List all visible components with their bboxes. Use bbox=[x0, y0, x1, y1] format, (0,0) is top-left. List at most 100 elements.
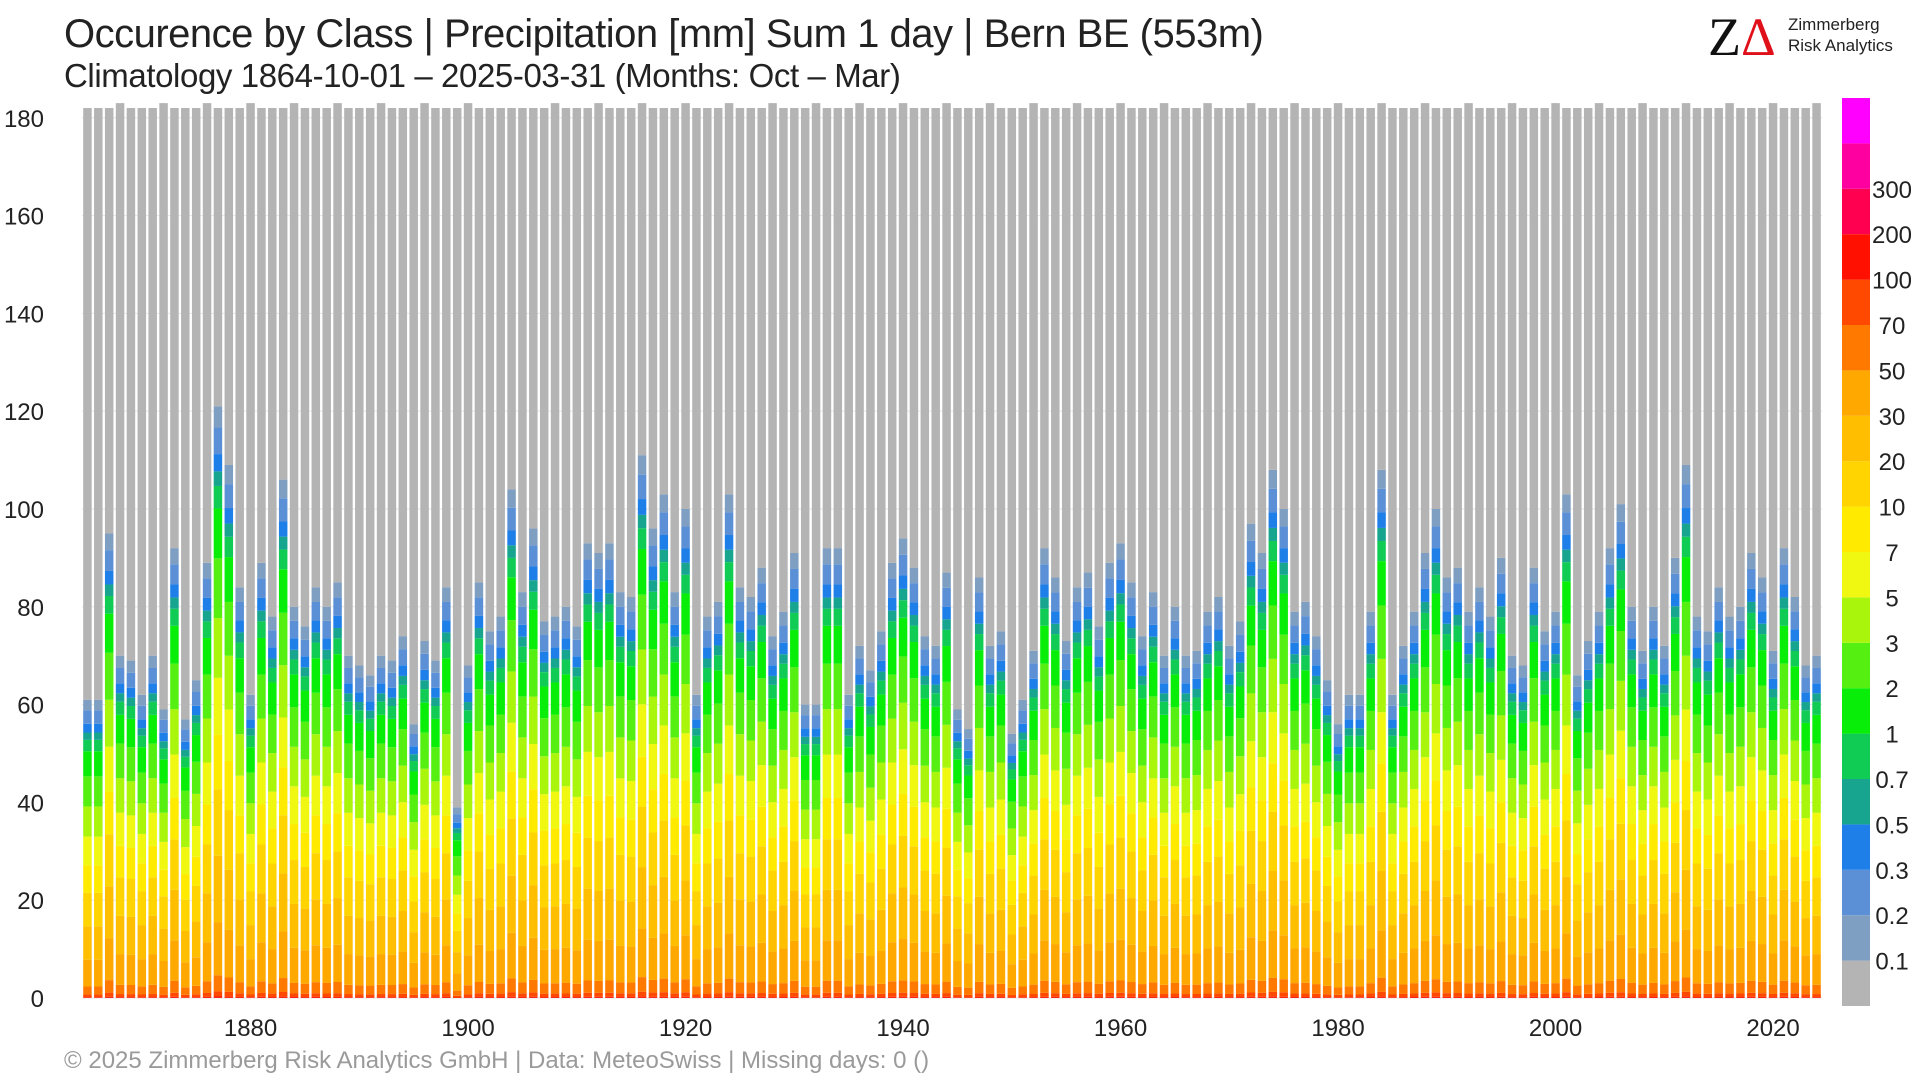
bar-1901-segment-11 bbox=[474, 731, 484, 774]
bar-1997-segment-3 bbox=[1518, 997, 1528, 998]
bar-1983-segment-5 bbox=[1366, 983, 1375, 994]
bar-1989-segment-6 bbox=[1431, 935, 1441, 980]
bar-1907-segment-7 bbox=[539, 907, 549, 950]
bar-2000-segment-17 bbox=[1551, 625, 1560, 643]
bar-2018-segment-14 bbox=[1747, 612, 1756, 630]
bar-1870-segment-9 bbox=[137, 863, 147, 892]
bar-1889-segment-11 bbox=[344, 778, 353, 813]
bar-1968-segment-9 bbox=[1203, 826, 1212, 862]
bar-2011-segment-10 bbox=[1670, 759, 1680, 803]
bar-1918-segment-15 bbox=[659, 549, 669, 563]
bar-1969-segment-6 bbox=[1214, 946, 1223, 983]
bar-1947-segment-18 bbox=[974, 577, 984, 593]
bar-1902-segment-8 bbox=[485, 868, 495, 910]
bar-1918-segment-11 bbox=[659, 674, 669, 726]
bar-1880-segment-7 bbox=[246, 925, 255, 960]
bar-1960-segment-17 bbox=[1116, 559, 1125, 580]
bar-1976-dry bbox=[1290, 103, 1299, 612]
y-tick-label: 160 bbox=[4, 204, 44, 231]
bar-1930-segment-16 bbox=[790, 588, 799, 602]
bar-1866-segment-5 bbox=[94, 986, 103, 995]
bar-2023-segment-13 bbox=[1801, 722, 1810, 751]
bar-1941-segment-4 bbox=[909, 993, 919, 997]
bar-1926-segment-5 bbox=[746, 982, 756, 994]
bar-1988-segment-12 bbox=[1420, 667, 1430, 713]
bar-2003-segment-13 bbox=[1583, 702, 1593, 733]
bar-2022-segment-18 bbox=[1790, 597, 1800, 612]
bar-2008-segment-6 bbox=[1638, 953, 1647, 985]
bar-1876-segment-7 bbox=[202, 893, 212, 943]
bar-1905-segment-11 bbox=[518, 737, 527, 779]
bar-1947-segment-8 bbox=[974, 849, 984, 897]
bar-1972-segment-13 bbox=[1246, 605, 1256, 646]
bar-1907-segment-16 bbox=[539, 651, 549, 663]
bar-1872-segment-17 bbox=[159, 719, 168, 733]
bar-1937-segment-7 bbox=[866, 919, 875, 956]
bar-2007-segment-13 bbox=[1627, 674, 1636, 708]
bar-1877-segment-8 bbox=[213, 789, 223, 856]
bar-1954-segment-5 bbox=[1051, 981, 1060, 994]
bar-1923-segment-7 bbox=[713, 902, 723, 948]
bar-2001-segment-14 bbox=[1562, 562, 1571, 582]
bar-1942-segment-4 bbox=[920, 993, 930, 998]
bar-2003-segment-10 bbox=[1583, 804, 1593, 840]
bar-1866 bbox=[94, 108, 103, 998]
bar-1910-segment-18 bbox=[572, 626, 582, 640]
bar-2023-segment-3 bbox=[1801, 997, 1810, 998]
bar-2020-segment-16 bbox=[1768, 678, 1778, 689]
bar-1886-segment-10 bbox=[311, 775, 321, 816]
bar-1961-segment-6 bbox=[1127, 944, 1136, 983]
colorbar-swatch-0 bbox=[1842, 960, 1870, 1006]
bar-1979 bbox=[1322, 108, 1332, 998]
bar-1915-segment-10 bbox=[626, 781, 636, 820]
bar-1960-segment-12 bbox=[1116, 660, 1125, 706]
bar-1879-segment-9 bbox=[235, 815, 244, 854]
bar-1996 bbox=[1507, 103, 1517, 998]
bar-1909-segment-16 bbox=[561, 638, 571, 650]
bar-1953-segment-6 bbox=[1040, 940, 1049, 981]
bar-1955 bbox=[1061, 108, 1071, 998]
bar-1975-segment-6 bbox=[1279, 935, 1288, 980]
bar-1885-segment-18 bbox=[300, 626, 310, 640]
bar-1928-segment-3 bbox=[768, 997, 777, 998]
bar-1955-segment-18 bbox=[1061, 641, 1071, 654]
bar-1899 bbox=[452, 108, 462, 998]
bar-1917-segment-6 bbox=[648, 937, 658, 980]
bar-1973 bbox=[1257, 108, 1267, 998]
bar-2017-dry bbox=[1736, 108, 1745, 607]
bar-2009-segment-10 bbox=[1649, 786, 1658, 825]
bar-1997-segment-9 bbox=[1518, 850, 1528, 881]
bar-1940-segment-16 bbox=[898, 575, 908, 589]
bar-1984-segment-15 bbox=[1377, 527, 1386, 541]
bar-1913-dry bbox=[605, 108, 614, 544]
bar-2010-segment-10 bbox=[1660, 807, 1669, 842]
bar-1891-segment-12 bbox=[365, 758, 375, 791]
bar-1940-segment-11 bbox=[898, 702, 908, 750]
bar-1993-segment-4 bbox=[1475, 993, 1484, 997]
bar-1959-segment-7 bbox=[1105, 893, 1114, 943]
bar-1922-segment-15 bbox=[703, 658, 712, 668]
bar-1914-segment-11 bbox=[616, 737, 625, 779]
bar-1930-segment-17 bbox=[790, 568, 799, 589]
bar-1882-segment-18 bbox=[268, 616, 277, 631]
bar-1909-segment-14 bbox=[561, 659, 571, 675]
bar-1902-segment-7 bbox=[485, 909, 495, 951]
bar-1983-segment-8 bbox=[1366, 861, 1375, 906]
bar-1922-segment-14 bbox=[703, 667, 712, 683]
bar-1915-segment-18 bbox=[626, 597, 636, 612]
colorbar-swatch-18 bbox=[1842, 143, 1870, 189]
bar-2013-segment-13 bbox=[1692, 682, 1702, 715]
chart-subtitle: Climatology 1864-10-01 – 2025-03-31 (Mon… bbox=[64, 57, 901, 94]
bar-1911-segment-9 bbox=[583, 795, 592, 838]
bar-1957-segment-11 bbox=[1083, 724, 1093, 768]
bar-2015-segment-3 bbox=[1714, 996, 1723, 998]
bar-1886-segment-18 bbox=[311, 587, 321, 602]
bar-1969-segment-3 bbox=[1214, 996, 1223, 998]
bar-1916-segment-8 bbox=[637, 806, 647, 868]
colorbar-label: 20 bbox=[1879, 449, 1906, 476]
bar-1963-segment-10 bbox=[1148, 778, 1158, 818]
bar-1867-segment-14 bbox=[104, 595, 114, 614]
bar-1918-segment-6 bbox=[659, 933, 669, 979]
bar-1973-segment-4 bbox=[1257, 992, 1267, 997]
bar-1978-segment-11 bbox=[1312, 765, 1321, 803]
